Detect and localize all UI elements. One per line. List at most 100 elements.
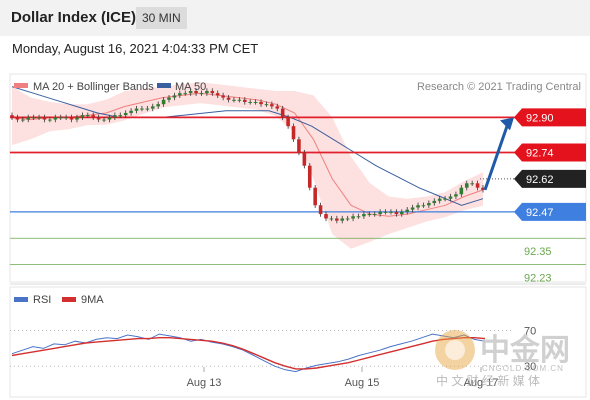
candle-body: [291, 126, 296, 140]
candle-body: [210, 90, 215, 94]
candle-body: [221, 95, 225, 98]
candle-body: [58, 117, 63, 119]
candle-body: [318, 205, 323, 215]
candle-body: [253, 101, 258, 103]
header-bar: Dollar Index (ICE) 30 MIN: [0, 0, 590, 36]
level-tag: [514, 202, 586, 221]
watermark-tagline: 中 文 财 经 新 媒 体: [436, 373, 540, 388]
candle-body: [53, 117, 58, 120]
level-tag: [514, 143, 586, 162]
candle-body: [464, 183, 469, 188]
candle-body: [26, 117, 31, 120]
candle-body: [15, 117, 20, 120]
candle-body: [31, 117, 36, 119]
candle-body: [394, 211, 399, 215]
candle-body: [226, 97, 231, 100]
candle-body: [275, 106, 280, 109]
legend-swatch: [14, 297, 28, 302]
timestamp: Monday, August 16, 2021 4:04:33 PM CET: [12, 41, 259, 56]
candle-body: [313, 187, 317, 206]
legend-swatch: [14, 83, 28, 88]
rsi-line: [11, 333, 486, 373]
rsi-ma-line: [11, 337, 486, 370]
candle-body: [183, 93, 188, 95]
legend-label: MA 20 + Bollinger Bands: [33, 81, 154, 93]
candle-body: [432, 200, 437, 204]
level-label: 92.74: [526, 148, 554, 160]
candle-body: [178, 93, 182, 96]
candle-body: [194, 90, 198, 94]
candle-body: [405, 209, 410, 212]
candle-body: [232, 99, 236, 101]
candle-body: [329, 218, 334, 220]
candle-body: [416, 205, 420, 208]
candle-body: [286, 117, 290, 127]
candle-body: [270, 104, 274, 107]
watermark-logo-inner: [445, 340, 465, 360]
candle-body: [161, 99, 166, 105]
candle-body: [48, 119, 52, 121]
candle-body: [150, 106, 155, 109]
candle-body: [85, 115, 90, 117]
candle-body: [242, 99, 247, 102]
level-tag: [514, 108, 586, 127]
bollinger-band: [12, 82, 483, 249]
level-label: 92.90: [526, 112, 554, 124]
level-label: 92.35: [524, 246, 552, 258]
candle-body: [42, 117, 47, 120]
x-tick-label: Aug 15: [345, 377, 380, 389]
candle-body: [481, 187, 485, 190]
candle-body: [340, 218, 345, 221]
candle-body: [91, 115, 96, 118]
candle-body: [113, 115, 117, 118]
candle-body: [167, 97, 171, 100]
candle-body: [307, 165, 312, 188]
candle-body: [427, 203, 431, 206]
rsi-tick: 70: [524, 326, 536, 338]
candle-body: [324, 214, 328, 219]
candle-body: [470, 183, 474, 185]
legend-swatch: [62, 297, 76, 302]
candle-body: [475, 183, 480, 188]
candle-body: [107, 117, 112, 120]
rsi-tick: 30: [524, 361, 536, 373]
candle-body: [280, 108, 285, 118]
candle-body: [145, 108, 150, 110]
candle-body: [335, 218, 339, 221]
legend-label: 9MA: [81, 294, 104, 306]
rsi-frame: [9, 286, 587, 398]
candle-body: [345, 218, 350, 220]
candle-body: [21, 119, 25, 121]
candle-body: [362, 214, 366, 217]
candle-body: [443, 198, 447, 200]
candle-body: [421, 205, 426, 207]
candle-body: [389, 211, 393, 213]
x-tick-label: Aug 13: [187, 377, 222, 389]
candle-body: [367, 214, 372, 216]
watermark-domain: CNGOLD.COM.CN: [482, 364, 564, 373]
interval-badge[interactable]: 30 MIN: [136, 7, 187, 29]
candle-body: [69, 117, 74, 120]
candle-body: [156, 104, 160, 107]
candle-body: [80, 115, 85, 118]
candle-body: [410, 207, 415, 210]
ma20-line: [11, 92, 484, 217]
candle-body: [454, 194, 458, 197]
candle-body: [448, 196, 453, 199]
legend-label: RSI: [33, 294, 51, 306]
candle-body: [75, 117, 79, 120]
candle-body: [96, 117, 101, 120]
candle-body: [351, 216, 355, 219]
level-tag: [514, 169, 586, 188]
level-label: 92.62: [526, 174, 554, 186]
candle-body: [102, 119, 106, 121]
candle-body: [297, 139, 301, 153]
candle-body: [215, 93, 220, 96]
forecast-arrowhead: [500, 117, 514, 131]
candle-body: [37, 117, 41, 119]
candle-body: [264, 104, 269, 106]
candle-body: [383, 211, 388, 213]
candle-body: [134, 108, 139, 111]
candle-body: [118, 115, 123, 117]
